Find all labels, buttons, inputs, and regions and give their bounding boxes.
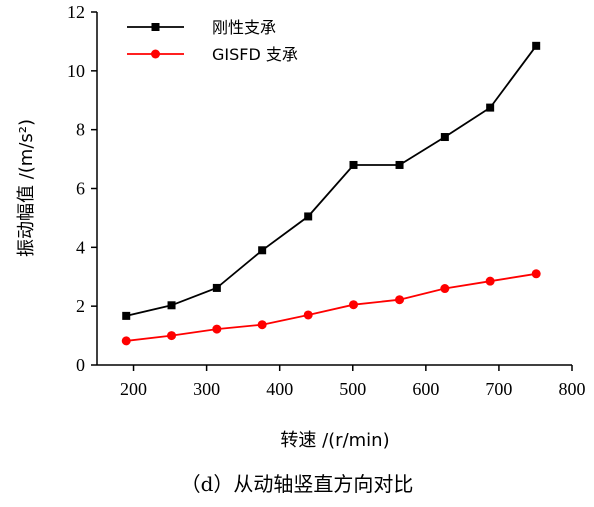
- data-point: [395, 295, 405, 305]
- y-tick-label: 8: [76, 120, 85, 140]
- x-tick-label: 400: [266, 379, 293, 399]
- y-tick-label: 10: [67, 61, 85, 81]
- legend-entry: GISFD 支承: [127, 45, 298, 64]
- data-point: [486, 103, 495, 112]
- data-point: [121, 336, 131, 346]
- legend-entry: 刚性支承: [127, 18, 276, 37]
- data-point: [304, 212, 313, 221]
- legend: 刚性支承 GISFD 支承: [127, 18, 298, 64]
- series-line: [126, 272, 537, 342]
- y-tick-label: 0: [76, 355, 85, 375]
- x-tick-label: 600: [412, 379, 439, 399]
- y-axis-title: 振动幅值 /(m/s²): [16, 119, 37, 257]
- series-line: [125, 45, 537, 317]
- y-tick-label: 4: [76, 237, 85, 257]
- data-point: [531, 269, 541, 279]
- y-tick-label: 2: [76, 296, 85, 316]
- data-point: [349, 160, 358, 169]
- y-tick-label: 6: [76, 179, 85, 199]
- x-tick-label: 300: [193, 379, 220, 399]
- figure-caption: （d）从动轴竖直方向对比: [180, 472, 414, 496]
- legend-marker: [151, 23, 160, 31]
- x-tick-label: 200: [120, 379, 147, 399]
- data-point: [440, 284, 450, 294]
- legend-label: GISFD 支承: [212, 45, 298, 64]
- axes: 200 300 400 500 600 700 800 0 2 4 6 8 10 12: [67, 2, 586, 399]
- legend-marker: [151, 49, 160, 59]
- series-layer: [121, 41, 541, 346]
- x-axis-title: 转速 /(r/min): [280, 430, 389, 451]
- data-point: [395, 160, 404, 169]
- data-point: [349, 300, 358, 310]
- data-point: [167, 301, 176, 310]
- data-point: [440, 133, 449, 142]
- data-point: [303, 310, 313, 320]
- vibration-chart: 200 300 400 500 600 700 800 0 2 4 6 8 10 12 刚性支承 GISFD…: [16, 2, 586, 451]
- data-point: [532, 41, 541, 50]
- y-tick-label: 12: [67, 2, 85, 22]
- series-2: [121, 269, 541, 346]
- x-tick-label: 800: [559, 379, 586, 399]
- data-point: [257, 320, 267, 330]
- x-tick-label: 500: [339, 379, 366, 399]
- data-point: [485, 276, 495, 286]
- data-point: [212, 324, 222, 334]
- data-point: [258, 246, 267, 255]
- legend-label: 刚性支承: [212, 18, 276, 37]
- series-1: [122, 41, 541, 320]
- data-point: [212, 283, 221, 292]
- x-tick-label: 700: [485, 379, 512, 399]
- data-point: [122, 311, 131, 320]
- data-point: [167, 331, 177, 341]
